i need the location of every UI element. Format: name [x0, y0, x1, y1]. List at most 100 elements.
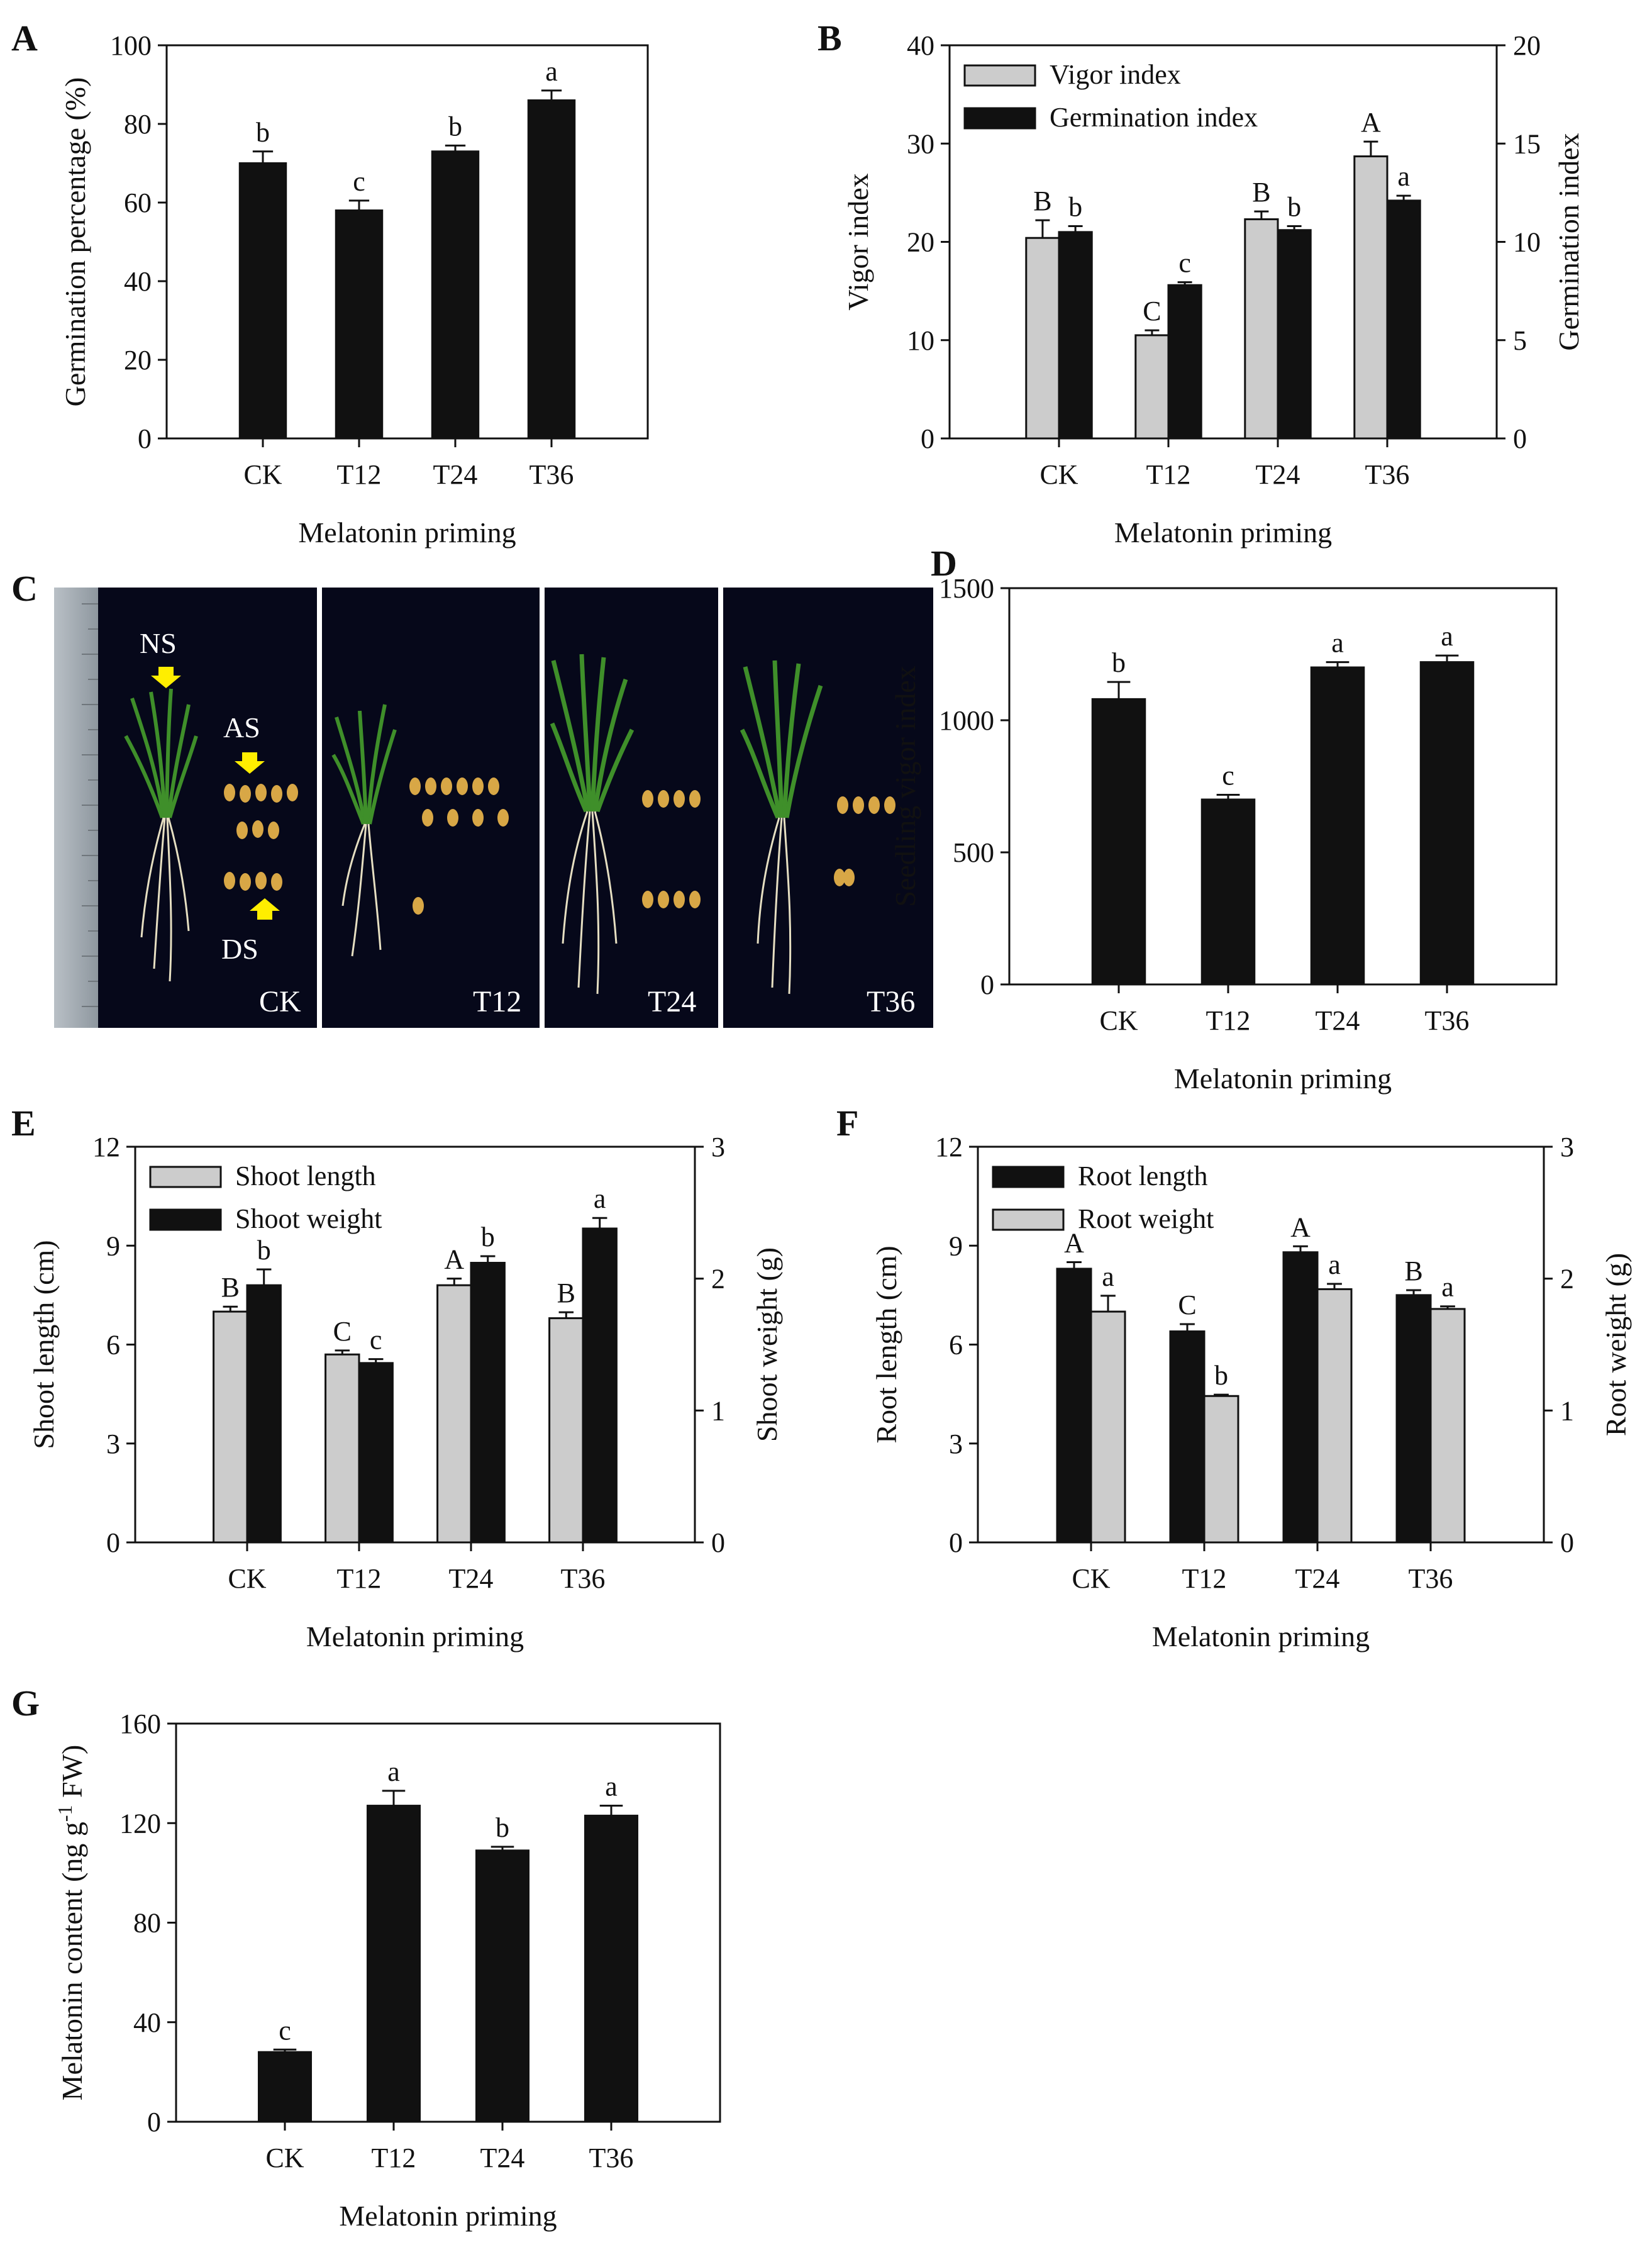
significance-letter: b	[257, 1235, 271, 1266]
significance-letter: b	[448, 111, 462, 142]
legend-swatch	[963, 107, 1036, 130]
ruler-ticks	[82, 603, 98, 1007]
y2-tick-label: 0	[711, 1527, 725, 1558]
bar	[1200, 798, 1256, 986]
bar	[324, 1353, 360, 1544]
annotation-as: AS	[223, 711, 260, 744]
panel-letter: G	[11, 1683, 40, 1724]
x-tick-label: T12	[337, 459, 382, 490]
section-label-ck: CK	[259, 985, 301, 1018]
ruler	[54, 588, 98, 1028]
significance-letter: A	[1064, 1227, 1084, 1258]
significance-letter: a	[605, 1771, 618, 1802]
photo-section-t36	[723, 588, 933, 1028]
y2-tick-label: 20	[1513, 30, 1541, 61]
x-tick-label: T12	[1206, 1005, 1251, 1036]
annotation-ds: DS	[221, 933, 258, 965]
section-label-t24: T24	[648, 985, 696, 1018]
plot-frame	[175, 1722, 721, 2123]
section-label-t12: T12	[473, 985, 521, 1018]
bar	[1203, 1395, 1239, 1544]
legend-swatch	[992, 1166, 1065, 1188]
x-axis-title: Melatonin priming	[306, 1620, 524, 1652]
x-tick-label: CK	[243, 459, 282, 490]
legend-label: Root weight	[1078, 1203, 1214, 1234]
y-tick-label: 160	[119, 1708, 161, 1739]
bar	[470, 1262, 506, 1544]
significance-letter: c	[1178, 248, 1191, 279]
y-axis-title: Germination percentage (%)	[59, 77, 91, 407]
y2-tick-label: 2	[711, 1264, 725, 1295]
significance-letter: b	[256, 117, 270, 148]
y-axis-title: Root length (cm)	[870, 1246, 902, 1443]
y-tick-label: 1000	[939, 705, 994, 736]
significance-letter: A	[1290, 1212, 1311, 1242]
bar	[1058, 231, 1093, 440]
bar	[1025, 237, 1060, 440]
y-tick-label: 40	[133, 2007, 161, 2038]
significance-letter: c	[279, 2015, 291, 2046]
y-tick-label: 80	[133, 1908, 161, 1939]
y2-tick-label: 2	[1560, 1264, 1574, 1295]
bar	[1282, 1251, 1319, 1544]
significance-letter: C	[1143, 296, 1161, 326]
y-tick-label: 80	[124, 109, 152, 140]
bar	[436, 1284, 472, 1544]
bar	[1353, 155, 1389, 440]
x-axis-title: Melatonin priming	[1114, 516, 1332, 549]
y-tick-label: 20	[907, 227, 934, 258]
x-tick-label: T12	[337, 1563, 382, 1594]
y-tick-label: 9	[106, 1230, 120, 1261]
significance-letter: a	[1102, 1261, 1114, 1292]
x-tick-label: T24	[1256, 459, 1300, 490]
bar	[431, 150, 480, 440]
legend-label: Shoot length	[235, 1161, 376, 1191]
y-tick-label: 0	[147, 2107, 161, 2137]
significance-letter: b	[1112, 647, 1126, 678]
y2-tick-label: 0	[1513, 423, 1527, 454]
legend-swatch	[149, 1208, 222, 1231]
significance-letter: C	[1178, 1290, 1196, 1320]
plot-frame	[165, 44, 649, 440]
bar	[1169, 1330, 1206, 1544]
bar	[335, 209, 384, 440]
y2-tick-label: 1	[711, 1395, 725, 1426]
bar	[1386, 199, 1421, 440]
plot-frame	[1008, 587, 1558, 986]
bar	[366, 1805, 421, 2123]
y-tick-label: 0	[106, 1527, 120, 1558]
y-tick-label: 1500	[939, 573, 994, 604]
y-tick-label: 0	[949, 1527, 963, 1558]
x-axis-title: Melatonin priming	[1174, 1062, 1392, 1095]
bar	[358, 1362, 394, 1544]
y-tick-label: 120	[119, 1808, 161, 1839]
x-tick-label: T12	[1182, 1563, 1227, 1594]
bar	[1419, 661, 1475, 986]
y2-axis-title: Root weight (g)	[1600, 1253, 1632, 1436]
panel-letter: F	[836, 1103, 858, 1144]
y-tick-label: 20	[124, 345, 152, 376]
x-tick-label: CK	[228, 1563, 266, 1594]
bar	[527, 99, 576, 440]
x-tick-label: CK	[1072, 1563, 1110, 1594]
significance-letter: A	[1361, 107, 1381, 138]
y-tick-label: 30	[907, 128, 934, 159]
significance-letter: c	[353, 166, 365, 197]
bar	[1429, 1308, 1466, 1544]
significance-letter: a	[1441, 621, 1453, 652]
panel-letter: E	[11, 1103, 36, 1144]
x-tick-label: CK	[1039, 459, 1078, 490]
x-tick-label: T36	[1409, 1563, 1453, 1594]
y2-tick-label: 5	[1513, 325, 1527, 356]
chart-panel-d: D 0 500 1000 1500 Seedling vigor index CK b T12 c…	[889, 543, 1558, 1095]
bar	[1091, 698, 1146, 986]
x-tick-label: T36	[1425, 1005, 1470, 1036]
bar	[257, 2051, 313, 2123]
y2-tick-label: 10	[1513, 227, 1541, 258]
significance-letter: B	[1252, 177, 1270, 208]
bar	[1244, 218, 1279, 440]
seedling-bundle-t36	[740, 660, 823, 995]
bar	[1134, 334, 1170, 440]
